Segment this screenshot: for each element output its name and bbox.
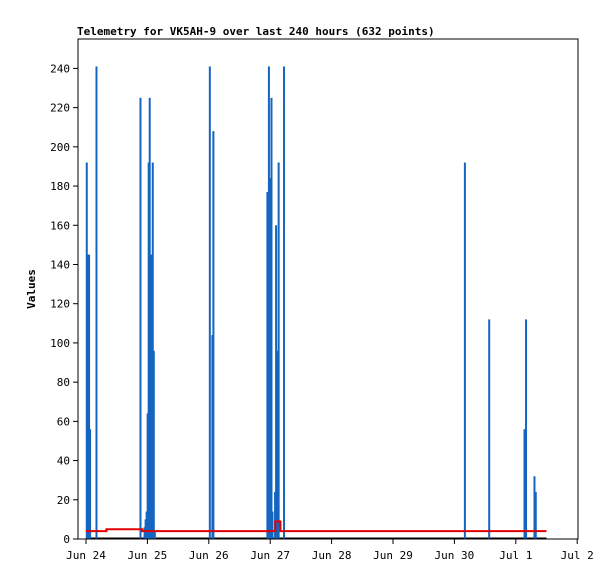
- telemetry-bar: [88, 254, 91, 539]
- telemetry-bar: [149, 254, 152, 539]
- telemetry-bar: [208, 66, 211, 539]
- y-axis-label: Values: [25, 269, 38, 309]
- y-tick-label: 0: [63, 533, 70, 546]
- plot-frame: [77, 38, 579, 540]
- telemetry-bar: [144, 519, 147, 539]
- y-tick-label: 140: [50, 258, 70, 271]
- telemetry-bar: [148, 97, 151, 539]
- telemetry-bar: [270, 97, 273, 539]
- line-series: [86, 520, 547, 533]
- y-tick-label: 120: [50, 298, 70, 311]
- y-tick-label: 220: [50, 102, 70, 115]
- x-tick-label: Jun 29: [373, 549, 413, 562]
- x-tick-label: Jun 25: [128, 549, 168, 562]
- bar-series: [85, 66, 537, 540]
- telemetry-bar: [269, 178, 272, 539]
- x-tick-label: Jul 1: [499, 549, 532, 562]
- telemetry-bar: [267, 66, 270, 539]
- telemetry-bar: [276, 350, 279, 539]
- y-tick-label: 80: [57, 376, 70, 389]
- x-tick-label: Jul 2: [561, 549, 594, 562]
- telemetry-bar: [150, 254, 153, 539]
- telemetry-bar: [488, 319, 491, 539]
- telemetry-line: [86, 520, 547, 533]
- telemetry-bar: [275, 225, 278, 539]
- telemetry-bar: [145, 511, 148, 539]
- telemetry-bar: [277, 162, 280, 539]
- telemetry-bar: [89, 429, 92, 539]
- telemetry-bar: [85, 162, 88, 539]
- x-tick-label: Jun 30: [435, 549, 475, 562]
- y-tick-label: 240: [50, 62, 70, 75]
- telemetry-bar: [525, 319, 528, 539]
- telemetry-bar: [212, 131, 215, 539]
- y-tick-label: 20: [57, 494, 70, 507]
- telemetry-bar: [274, 491, 277, 539]
- telemetry-bar: [146, 413, 149, 539]
- telemetry-bar: [95, 66, 98, 539]
- telemetry-bar: [463, 162, 466, 539]
- x-tick-label: Jun 26: [189, 549, 229, 562]
- y-tick-label: 40: [57, 455, 70, 468]
- telemetry-bar: [152, 350, 155, 539]
- y-tick-label: 100: [50, 337, 70, 350]
- telemetry-bar: [139, 97, 142, 539]
- chart-title: Telemetry for VK5AH-9 over last 240 hour…: [77, 25, 435, 38]
- telemetry-bar: [153, 531, 156, 539]
- telemetry-bar: [147, 162, 150, 539]
- y-tick-label: 160: [50, 219, 70, 232]
- telemetry-bar: [151, 162, 154, 539]
- telemetry-bar: [266, 191, 269, 540]
- telemetry-bar: [523, 429, 526, 539]
- telemetry-bar: [283, 66, 286, 539]
- telemetry-bar: [87, 254, 90, 539]
- y-tick-label: 60: [57, 415, 70, 428]
- telemetry-bar: [534, 491, 537, 539]
- telemetry-bar: [143, 527, 146, 539]
- telemetry-bar: [211, 335, 214, 539]
- x-tick-label: Jun 27: [250, 549, 290, 562]
- telemetry-bar: [271, 511, 274, 539]
- x-tick-label: Jun 28: [312, 549, 352, 562]
- x-tick-label: Jun 24: [66, 549, 106, 562]
- tick-labels: 0 20 40 60 80 100 120 140 160 180 200 220 240 Jun 24 J…: [50, 62, 594, 562]
- y-tick-label: 200: [50, 141, 70, 154]
- telemetry-bar: [533, 476, 536, 539]
- y-tick-label: 180: [50, 180, 70, 193]
